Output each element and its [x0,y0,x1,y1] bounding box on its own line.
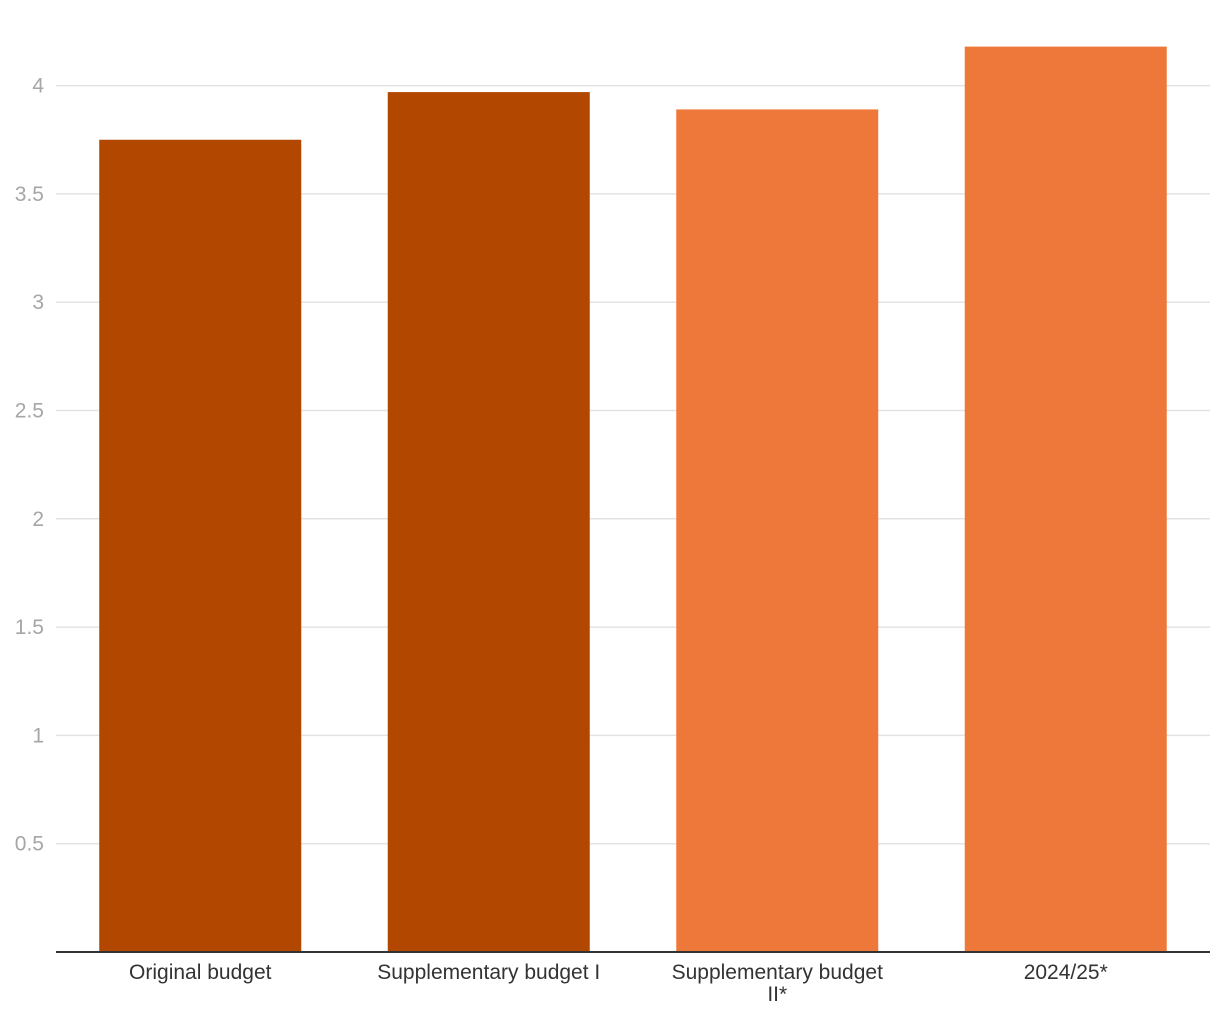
y-axis-ticks: 0.5 1 1.5 2 2.5 3 3.5 4 [15,75,45,856]
x-tick-label: Supplementary budget I [377,961,600,984]
x-tick-label-line: Original budget [129,961,272,984]
x-tick-label-line: II* [767,983,787,1006]
y-tick-label: 2.5 [15,400,44,423]
y-tick-label: 0.5 [15,833,44,856]
y-tick-label: 3.5 [15,183,44,206]
y-tick-label: 1 [32,724,44,747]
bar [964,46,1167,952]
x-tick-label: 2024/25* [1024,961,1108,984]
x-tick-label: Original budget [129,961,272,984]
y-tick-label: 2 [32,508,44,531]
x-tick-label: Supplementary budget II* [672,961,883,1006]
x-tick-label-line: Supplementary budget [672,961,883,984]
y-tick-label: 4 [32,75,44,98]
x-axis-labels: Original budget Supplementary budget I Sup… [129,961,1108,1006]
bar [676,109,879,952]
bar [99,139,302,952]
y-tick-label: 3 [32,291,44,314]
y-tick-label: 1.5 [15,616,44,639]
x-tick-label-line: Supplementary budget I [377,961,600,984]
x-tick-label-line: 2024/25* [1024,961,1108,984]
bar [387,92,590,952]
bars [99,46,1167,952]
